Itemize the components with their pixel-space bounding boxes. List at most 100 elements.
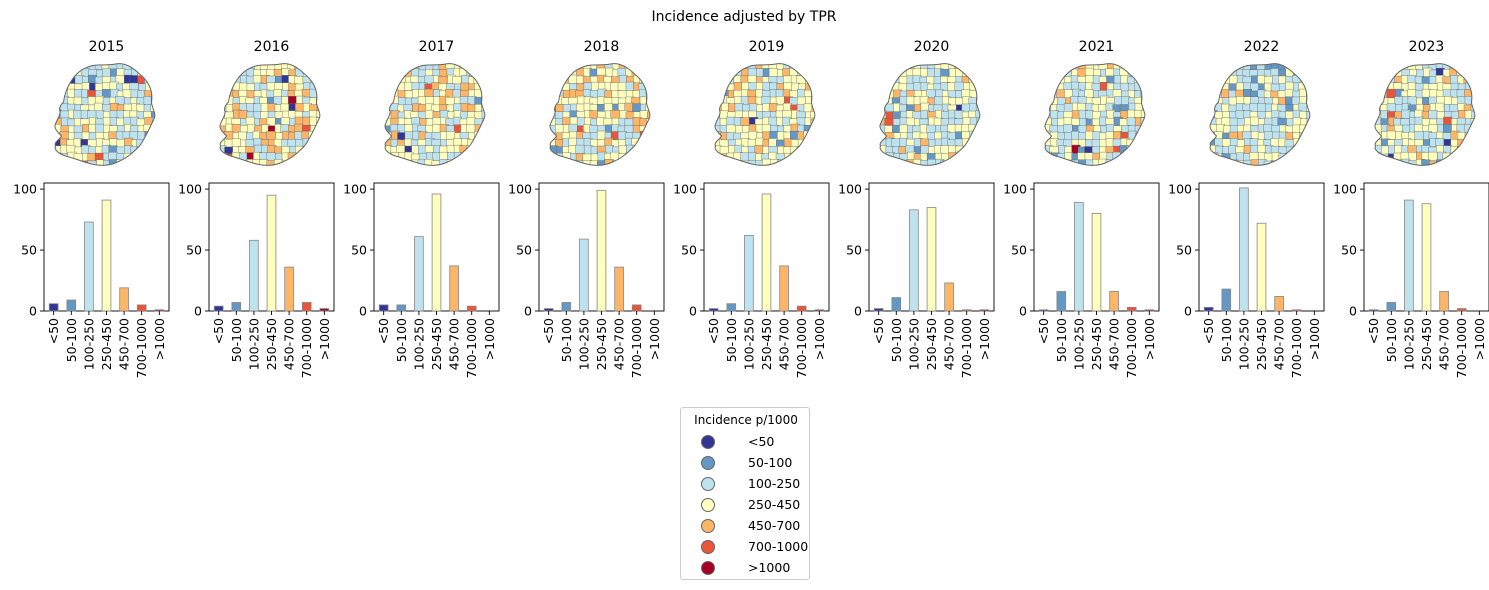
map-district <box>159 76 168 85</box>
map-district <box>811 166 820 175</box>
map-district <box>282 167 291 176</box>
map-district <box>1257 167 1266 176</box>
map-district <box>308 68 318 78</box>
map-district <box>390 63 400 70</box>
map-district <box>1214 76 1224 86</box>
map-district <box>384 76 392 86</box>
map-district <box>144 139 154 149</box>
map-district <box>1257 103 1267 113</box>
map-district <box>426 168 435 177</box>
bar <box>614 266 624 312</box>
y-tick-label: 100 <box>178 182 202 197</box>
x-tick-label: 50-100 <box>724 318 739 362</box>
map-district <box>804 69 814 79</box>
map-district <box>159 97 168 106</box>
map-district <box>1272 166 1281 175</box>
y-tick-label: 100 <box>1168 182 1192 197</box>
map-district <box>810 144 815 154</box>
map-district <box>1250 116 1260 126</box>
map-district <box>1063 103 1073 113</box>
x-tick-label: <50 <box>871 318 886 344</box>
map-district <box>983 103 992 112</box>
map-district <box>1313 132 1322 141</box>
map-district <box>54 63 64 70</box>
map-district <box>144 144 154 154</box>
map-district <box>947 160 957 166</box>
map-district <box>782 159 792 166</box>
x-tick-label: 100-250 <box>246 318 261 370</box>
map-district <box>720 74 730 84</box>
map-district <box>549 160 557 166</box>
panel-2016: 2016 0 50 100 <50 50-100 100-250 250-450 450-700… <box>178 39 335 378</box>
map-district <box>481 96 485 106</box>
map-district <box>983 140 992 149</box>
map-district <box>1305 68 1310 77</box>
map-district <box>1401 168 1410 177</box>
map-district <box>468 166 477 175</box>
choropleth-map <box>1374 63 1487 177</box>
map-district <box>714 167 723 176</box>
map-district <box>1464 139 1474 149</box>
map-district <box>1305 124 1310 134</box>
map-district <box>150 160 155 166</box>
map-district <box>1478 91 1487 100</box>
map-district <box>819 117 828 126</box>
map-district <box>1079 168 1088 177</box>
map-district <box>625 166 634 175</box>
map-district <box>219 68 227 78</box>
map-district <box>323 82 332 91</box>
bar <box>1421 203 1432 312</box>
map-district <box>639 67 649 77</box>
choropleth-map <box>1209 63 1322 176</box>
map-district <box>654 76 663 85</box>
bar <box>543 308 554 312</box>
map-district <box>549 153 557 163</box>
map-district <box>1306 81 1310 91</box>
map-district <box>984 146 993 155</box>
map-district <box>975 146 980 156</box>
map-district <box>130 167 139 176</box>
map-district <box>316 110 320 120</box>
map-district <box>646 97 650 107</box>
map-district <box>968 138 978 148</box>
map-district <box>584 166 593 175</box>
map-district <box>398 63 408 71</box>
map-district <box>231 138 241 148</box>
map-district <box>1457 146 1466 156</box>
map-district <box>984 97 993 106</box>
map-district <box>295 153 305 163</box>
map-district <box>150 130 155 140</box>
y-tick-label: 100 <box>673 182 697 197</box>
map-district <box>233 168 242 177</box>
figure-title: Incidence adjusted by TPR <box>651 9 836 25</box>
map-district <box>67 63 77 71</box>
map-district <box>1306 138 1310 148</box>
x-tick-label: <50 <box>1366 318 1381 344</box>
map-district <box>158 70 167 79</box>
map-district <box>879 95 888 105</box>
bar <box>48 303 59 312</box>
bar <box>708 308 719 312</box>
map-district <box>1305 160 1310 166</box>
map-district <box>647 82 650 92</box>
map-district <box>549 167 558 176</box>
bar <box>961 309 972 312</box>
map-district <box>1470 131 1475 141</box>
map-district <box>1478 96 1487 105</box>
map-district <box>907 167 916 176</box>
map-district <box>940 145 950 155</box>
map-district <box>309 153 318 162</box>
map-district <box>975 130 980 140</box>
y-tick-label: 0 <box>359 304 367 319</box>
map-district <box>1457 168 1466 177</box>
x-tick-label: >1000 <box>812 318 827 360</box>
map-district <box>818 145 827 154</box>
map-district <box>489 76 498 85</box>
map-district <box>489 83 498 92</box>
x-tick-label: 50-100 <box>1384 318 1399 362</box>
bar <box>396 304 407 312</box>
map-district <box>1292 159 1302 166</box>
bar <box>1056 291 1067 312</box>
map-district <box>480 153 485 163</box>
map-district <box>489 105 498 114</box>
